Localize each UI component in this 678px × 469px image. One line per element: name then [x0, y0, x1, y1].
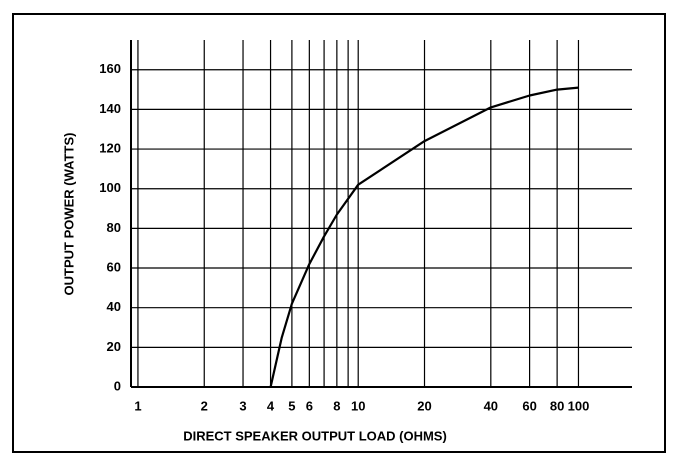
y-tick-label: 100 [99, 180, 121, 195]
x-tick-label: 8 [333, 398, 340, 413]
y-tick-label: 0 [114, 378, 121, 393]
x-tick-label: 100 [568, 398, 590, 413]
x-tick-label: 3 [239, 398, 246, 413]
y-tick-label: 20 [107, 339, 121, 354]
y-tick-label: 120 [99, 140, 121, 155]
x-tick-label: 80 [550, 398, 564, 413]
y-tick-label: 80 [107, 220, 121, 235]
y-tick-label: 160 [99, 61, 121, 76]
frame [12, 13, 666, 453]
x-axis-label: DIRECT SPEAKER OUTPUT LOAD (OHMS) [183, 428, 447, 443]
x-tick-label: 4 [267, 398, 275, 413]
data-line [269, 86, 579, 388]
x-tick-label: 10 [351, 398, 365, 413]
x-tick-label: 60 [522, 398, 536, 413]
x-tick-label: 20 [417, 398, 431, 413]
y-tick-label: 60 [107, 259, 121, 274]
y-tick-label: 40 [107, 299, 121, 314]
x-tick-label: 2 [201, 398, 208, 413]
y-tick-label: 140 [99, 101, 121, 116]
y-axis-label: OUTPUT POWER (WATTS) [61, 133, 76, 296]
x-tick-label: 5 [288, 398, 295, 413]
x-tick-label: 6 [306, 398, 313, 413]
x-tick-label: 40 [484, 398, 498, 413]
x-tick-label: 1 [134, 398, 141, 413]
